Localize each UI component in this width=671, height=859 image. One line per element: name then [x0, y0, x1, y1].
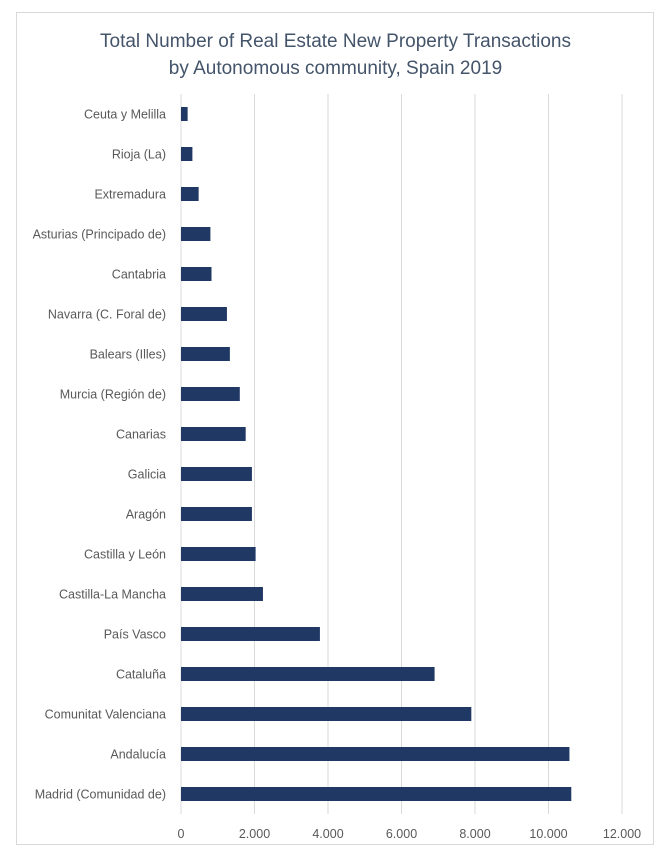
- category-label: Asturias (Principado de): [33, 228, 166, 242]
- category-label: Cataluña: [116, 668, 166, 682]
- bar: [181, 707, 472, 721]
- x-tick-label: 4.000: [312, 827, 343, 841]
- bars: [181, 107, 572, 801]
- category-label: Canarias: [116, 428, 166, 442]
- chart-frame: [16, 12, 654, 845]
- category-label: Navarra (C. Foral de): [48, 308, 166, 322]
- chart-title-line-1: Total Number of Real Estate New Property…: [100, 31, 571, 52]
- category-label: Castilla y León: [84, 548, 166, 562]
- gridlines: [180, 94, 623, 814]
- category-label: Aragón: [126, 508, 166, 522]
- bar: [181, 587, 263, 601]
- x-tick-label: 0: [178, 827, 185, 841]
- chart-title: Total Number of Real Estate New Property…: [0, 28, 671, 82]
- category-label: Murcia (Región de): [60, 388, 166, 402]
- bar: [181, 787, 572, 801]
- bar: [181, 747, 570, 761]
- bar: [181, 347, 230, 361]
- bar: [181, 507, 252, 521]
- bar: [181, 427, 246, 441]
- category-label: Cantabria: [112, 268, 166, 282]
- bar: [181, 107, 188, 121]
- bar: [181, 387, 240, 401]
- bar: [181, 307, 227, 321]
- category-label: Rioja (La): [112, 148, 166, 162]
- category-label: Galicia: [128, 468, 166, 482]
- category-label: Extremadura: [94, 188, 166, 202]
- category-labels: Ceuta y Melilla Rioja (La) Extremadura Astu…: [33, 108, 166, 802]
- bar: [181, 187, 199, 201]
- x-axis-tick-labels: 0 2.000 4.000 6.000 8.000 10.000 12.000: [178, 827, 642, 841]
- category-label: Madrid (Comunidad de): [35, 788, 166, 802]
- bar: [181, 627, 320, 641]
- chart-title-line-2: by Autonomous community, Spain 2019: [168, 58, 503, 79]
- bar: [181, 147, 193, 161]
- x-tick-label: 2.000: [239, 827, 270, 841]
- bar: [181, 667, 435, 681]
- bar: [181, 267, 212, 281]
- x-tick-label: 12.000: [603, 827, 641, 841]
- bar: [181, 467, 252, 481]
- category-label: Ceuta y Melilla: [84, 108, 166, 122]
- category-label: Andalucía: [110, 748, 166, 762]
- category-label: Balears (Illes): [90, 348, 166, 362]
- category-label: Comunitat Valenciana: [45, 708, 166, 722]
- category-label: País Vasco: [104, 628, 166, 642]
- category-label: Castilla-La Mancha: [59, 588, 166, 602]
- x-tick-label: 10.000: [529, 827, 567, 841]
- x-tick-label: 8.000: [459, 827, 490, 841]
- bar: [181, 227, 211, 241]
- bar: [181, 547, 256, 561]
- x-tick-label: 6.000: [386, 827, 417, 841]
